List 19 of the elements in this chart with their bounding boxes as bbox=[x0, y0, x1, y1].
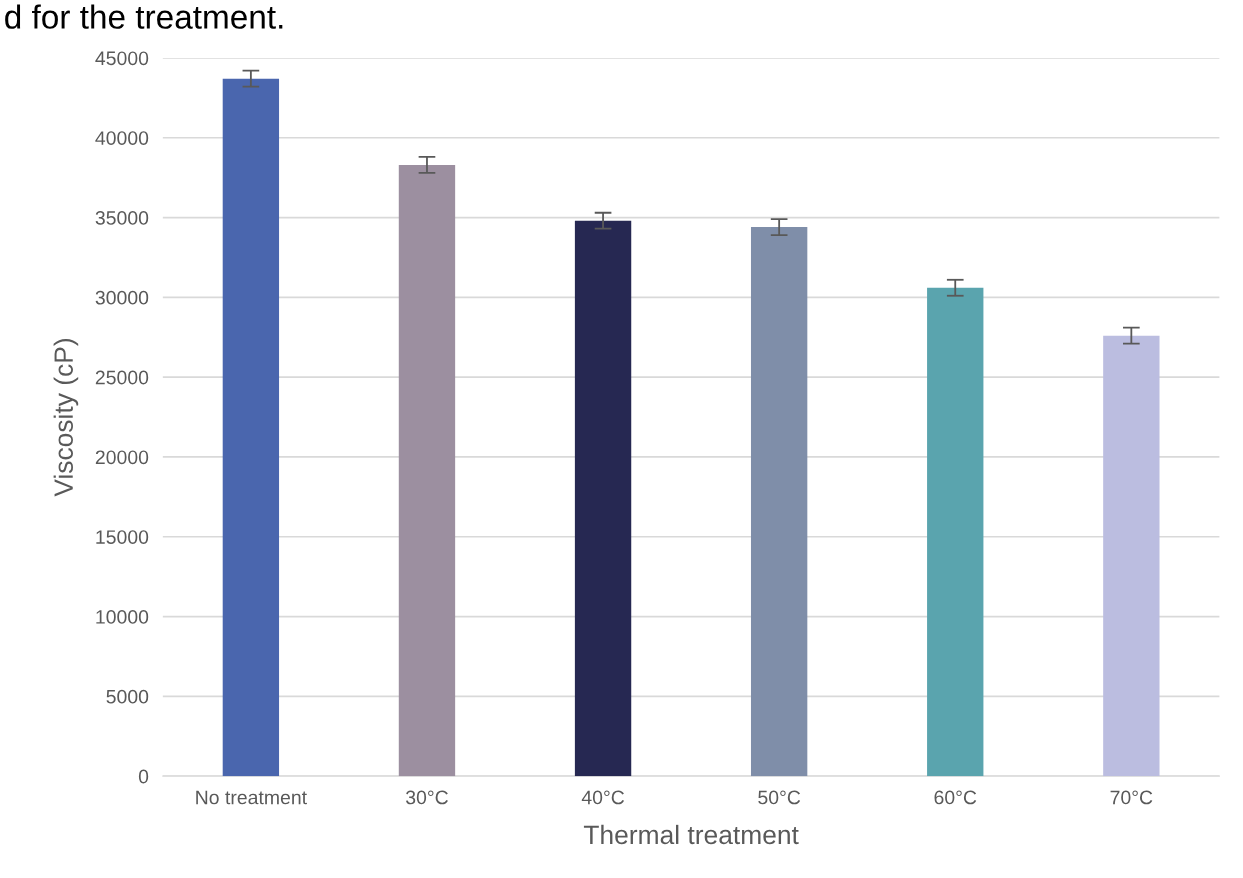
chart-title: d for the treatment. bbox=[5, 4, 283, 29]
x-tick-label: 60°C bbox=[934, 790, 977, 805]
y-tick-label: 45000 bbox=[95, 51, 149, 66]
x-tick-label: No treatment bbox=[196, 790, 307, 805]
x-axis-title: Thermal treatment bbox=[583, 824, 799, 845]
y-tick-label: 10000 bbox=[96, 610, 149, 624]
x-tick-label: 50°C bbox=[758, 790, 801, 805]
y-tick-label: 20000 bbox=[95, 450, 149, 465]
y-tick-label: 30000 bbox=[95, 290, 149, 305]
y-tick-label: 40000 bbox=[95, 131, 149, 145]
y-tick-label: 15000 bbox=[96, 530, 149, 544]
y-axis-title: Viscosity (cP) bbox=[53, 339, 79, 497]
x-tick-label: 30°C bbox=[405, 790, 448, 805]
x-tick-label: 40°C bbox=[581, 790, 625, 805]
y-tick-label: 5000 bbox=[106, 689, 149, 704]
y-tick-label: 25000 bbox=[95, 370, 149, 385]
y-tick-label: 0 bbox=[138, 769, 149, 784]
x-tick-label: 70°C bbox=[1110, 790, 1153, 805]
y-tick-label: 35000 bbox=[95, 211, 149, 225]
